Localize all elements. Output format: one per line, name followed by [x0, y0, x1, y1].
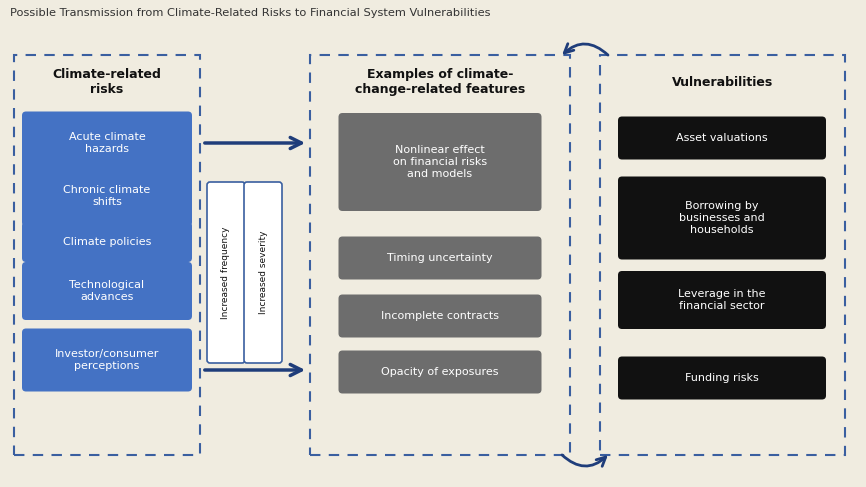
FancyBboxPatch shape [22, 166, 192, 226]
FancyBboxPatch shape [618, 116, 826, 160]
Text: Opacity of exposures: Opacity of exposures [381, 367, 499, 377]
FancyBboxPatch shape [339, 351, 541, 393]
FancyBboxPatch shape [22, 329, 192, 392]
FancyBboxPatch shape [618, 176, 826, 260]
Text: Investor/consumer
perceptions: Investor/consumer perceptions [55, 349, 159, 371]
Text: Possible Transmission from Climate-Related Risks to Financial System Vulnerabili: Possible Transmission from Climate-Relat… [10, 8, 490, 18]
FancyBboxPatch shape [339, 295, 541, 337]
Text: Climate-related
risks: Climate-related risks [53, 68, 161, 96]
Text: Timing uncertainty: Timing uncertainty [387, 253, 493, 263]
Text: Increased frequency: Increased frequency [222, 226, 230, 319]
Text: Nonlinear effect
on financial risks
and models: Nonlinear effect on financial risks and … [393, 146, 487, 179]
Text: Asset valuations: Asset valuations [676, 133, 768, 143]
FancyBboxPatch shape [22, 262, 192, 320]
Text: Borrowing by
businesses and
households: Borrowing by businesses and households [679, 202, 765, 235]
FancyBboxPatch shape [22, 112, 192, 174]
Text: Incomplete contracts: Incomplete contracts [381, 311, 499, 321]
Text: Chronic climate
shifts: Chronic climate shifts [63, 185, 151, 207]
Text: Leverage in the
financial sector: Leverage in the financial sector [678, 289, 766, 311]
FancyBboxPatch shape [618, 271, 826, 329]
Text: Increased severity: Increased severity [258, 231, 268, 314]
Text: Funding risks: Funding risks [685, 373, 759, 383]
Text: Technological
advances: Technological advances [69, 280, 145, 302]
Text: Vulnerabilities: Vulnerabilities [672, 75, 773, 89]
Text: Climate policies: Climate policies [63, 237, 152, 247]
FancyBboxPatch shape [22, 222, 192, 262]
FancyBboxPatch shape [618, 356, 826, 399]
FancyBboxPatch shape [339, 113, 541, 211]
FancyBboxPatch shape [207, 182, 245, 363]
FancyBboxPatch shape [339, 237, 541, 280]
Text: Examples of climate-
change-related features: Examples of climate- change-related feat… [355, 68, 525, 96]
Text: Acute climate
hazards: Acute climate hazards [68, 132, 145, 154]
FancyBboxPatch shape [244, 182, 282, 363]
